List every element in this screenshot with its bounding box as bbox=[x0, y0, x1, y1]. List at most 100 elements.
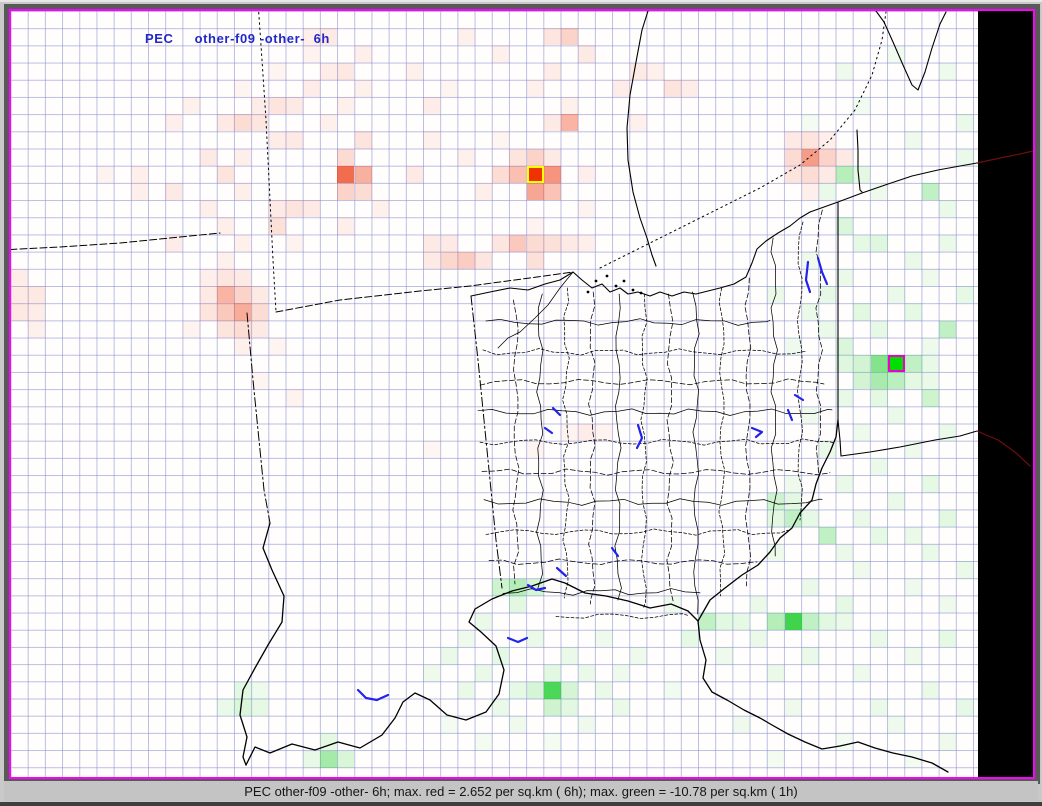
green-cell bbox=[818, 613, 837, 631]
green-cell bbox=[526, 681, 544, 699]
red-cell bbox=[560, 423, 579, 441]
green-cell bbox=[836, 62, 854, 80]
red-cell bbox=[440, 234, 458, 252]
green-cell bbox=[836, 389, 854, 407]
red-cell bbox=[337, 165, 355, 183]
green-cell bbox=[715, 613, 733, 631]
green-cell bbox=[784, 613, 802, 631]
green-cell bbox=[887, 406, 905, 424]
plot-title: PEC other-f09 -other- 6h bbox=[145, 31, 330, 46]
green-cell bbox=[939, 234, 957, 252]
green-cell bbox=[767, 750, 785, 768]
red-cell bbox=[199, 200, 217, 218]
red-cell bbox=[216, 251, 235, 269]
green-cell bbox=[922, 337, 940, 355]
red-cell bbox=[818, 131, 837, 149]
lake-reservoir bbox=[356, 688, 390, 702]
red-cell bbox=[543, 234, 561, 252]
county-line bbox=[536, 293, 544, 591]
green-cell bbox=[543, 733, 561, 751]
red-cell bbox=[165, 183, 183, 201]
green-cell bbox=[904, 303, 923, 321]
map-canvas[interactable]: PEC other-f09 -other- 6h bbox=[4, 4, 1040, 784]
red-cell bbox=[234, 183, 252, 201]
red-cell bbox=[543, 165, 561, 183]
newyork-pennsylvania-border bbox=[856, 129, 863, 193]
red-cell bbox=[423, 441, 441, 459]
green-cell bbox=[904, 527, 923, 545]
green-cell bbox=[681, 630, 699, 648]
green-cell bbox=[939, 509, 957, 527]
green-cell bbox=[784, 337, 802, 355]
red-cell bbox=[165, 234, 183, 252]
green-cell bbox=[750, 595, 768, 613]
green-cell bbox=[526, 630, 544, 648]
ohio-river-east bbox=[697, 419, 839, 622]
red-cell bbox=[234, 269, 252, 287]
red-cell bbox=[234, 148, 252, 166]
window-bottom-edge bbox=[0, 802, 1042, 806]
green-cell bbox=[870, 234, 888, 252]
red-cell bbox=[664, 79, 682, 97]
green-cell bbox=[904, 131, 923, 149]
green-cell bbox=[801, 114, 819, 132]
red-cell bbox=[96, 165, 114, 183]
green-cell bbox=[509, 716, 527, 734]
red-cell bbox=[251, 97, 269, 115]
red-cell bbox=[836, 148, 854, 166]
green-cell bbox=[870, 355, 888, 373]
red-cell bbox=[268, 62, 286, 80]
red-cell bbox=[612, 79, 630, 97]
green-cell bbox=[956, 699, 974, 717]
county-line bbox=[614, 293, 622, 601]
county-line bbox=[666, 293, 674, 603]
red-cell bbox=[216, 217, 235, 235]
basemap-boundaries bbox=[11, 11, 1033, 773]
red-cell bbox=[543, 28, 561, 46]
county-line bbox=[485, 318, 771, 326]
green-cell bbox=[818, 183, 837, 201]
red-cell bbox=[646, 62, 665, 80]
red-cell bbox=[371, 200, 389, 218]
green-cell bbox=[818, 441, 837, 459]
green-cell bbox=[853, 561, 871, 579]
green-cell bbox=[612, 664, 630, 682]
green-cell bbox=[320, 750, 338, 768]
green-cell bbox=[939, 200, 957, 218]
lake-reservoir bbox=[635, 423, 644, 450]
green-cell bbox=[818, 527, 837, 545]
green-cell bbox=[836, 544, 854, 562]
red-cell bbox=[578, 45, 596, 63]
green-cell bbox=[578, 716, 596, 734]
red-cell bbox=[337, 217, 355, 235]
lake-reservoir bbox=[555, 566, 568, 578]
green-cell bbox=[457, 681, 475, 699]
county-line bbox=[479, 438, 835, 446]
green-cell bbox=[801, 613, 819, 631]
green-cell bbox=[887, 716, 905, 734]
red-cell bbox=[234, 114, 252, 132]
green-cell bbox=[560, 699, 579, 717]
red-cell bbox=[801, 131, 819, 149]
red-cell bbox=[560, 97, 579, 115]
green-cell bbox=[801, 406, 819, 424]
county-line bbox=[744, 277, 752, 587]
green-cell bbox=[234, 699, 252, 717]
red-cell bbox=[285, 131, 303, 149]
red-cell bbox=[216, 320, 235, 338]
county-line bbox=[488, 558, 758, 565]
green-cell bbox=[801, 509, 819, 527]
red-cell bbox=[251, 286, 269, 304]
status-text: PEC other-f09 -other- 6h; max. red = 2.6… bbox=[244, 783, 798, 799]
wabash-river bbox=[239, 522, 285, 766]
green-cell bbox=[870, 389, 888, 407]
red-cell bbox=[457, 251, 475, 269]
red-cell bbox=[251, 372, 269, 390]
red-cell bbox=[10, 269, 28, 287]
red-cell bbox=[234, 234, 252, 252]
red-cell bbox=[578, 200, 596, 218]
red-cell bbox=[509, 148, 527, 166]
green-cell bbox=[767, 544, 785, 562]
red-cell bbox=[285, 97, 303, 115]
